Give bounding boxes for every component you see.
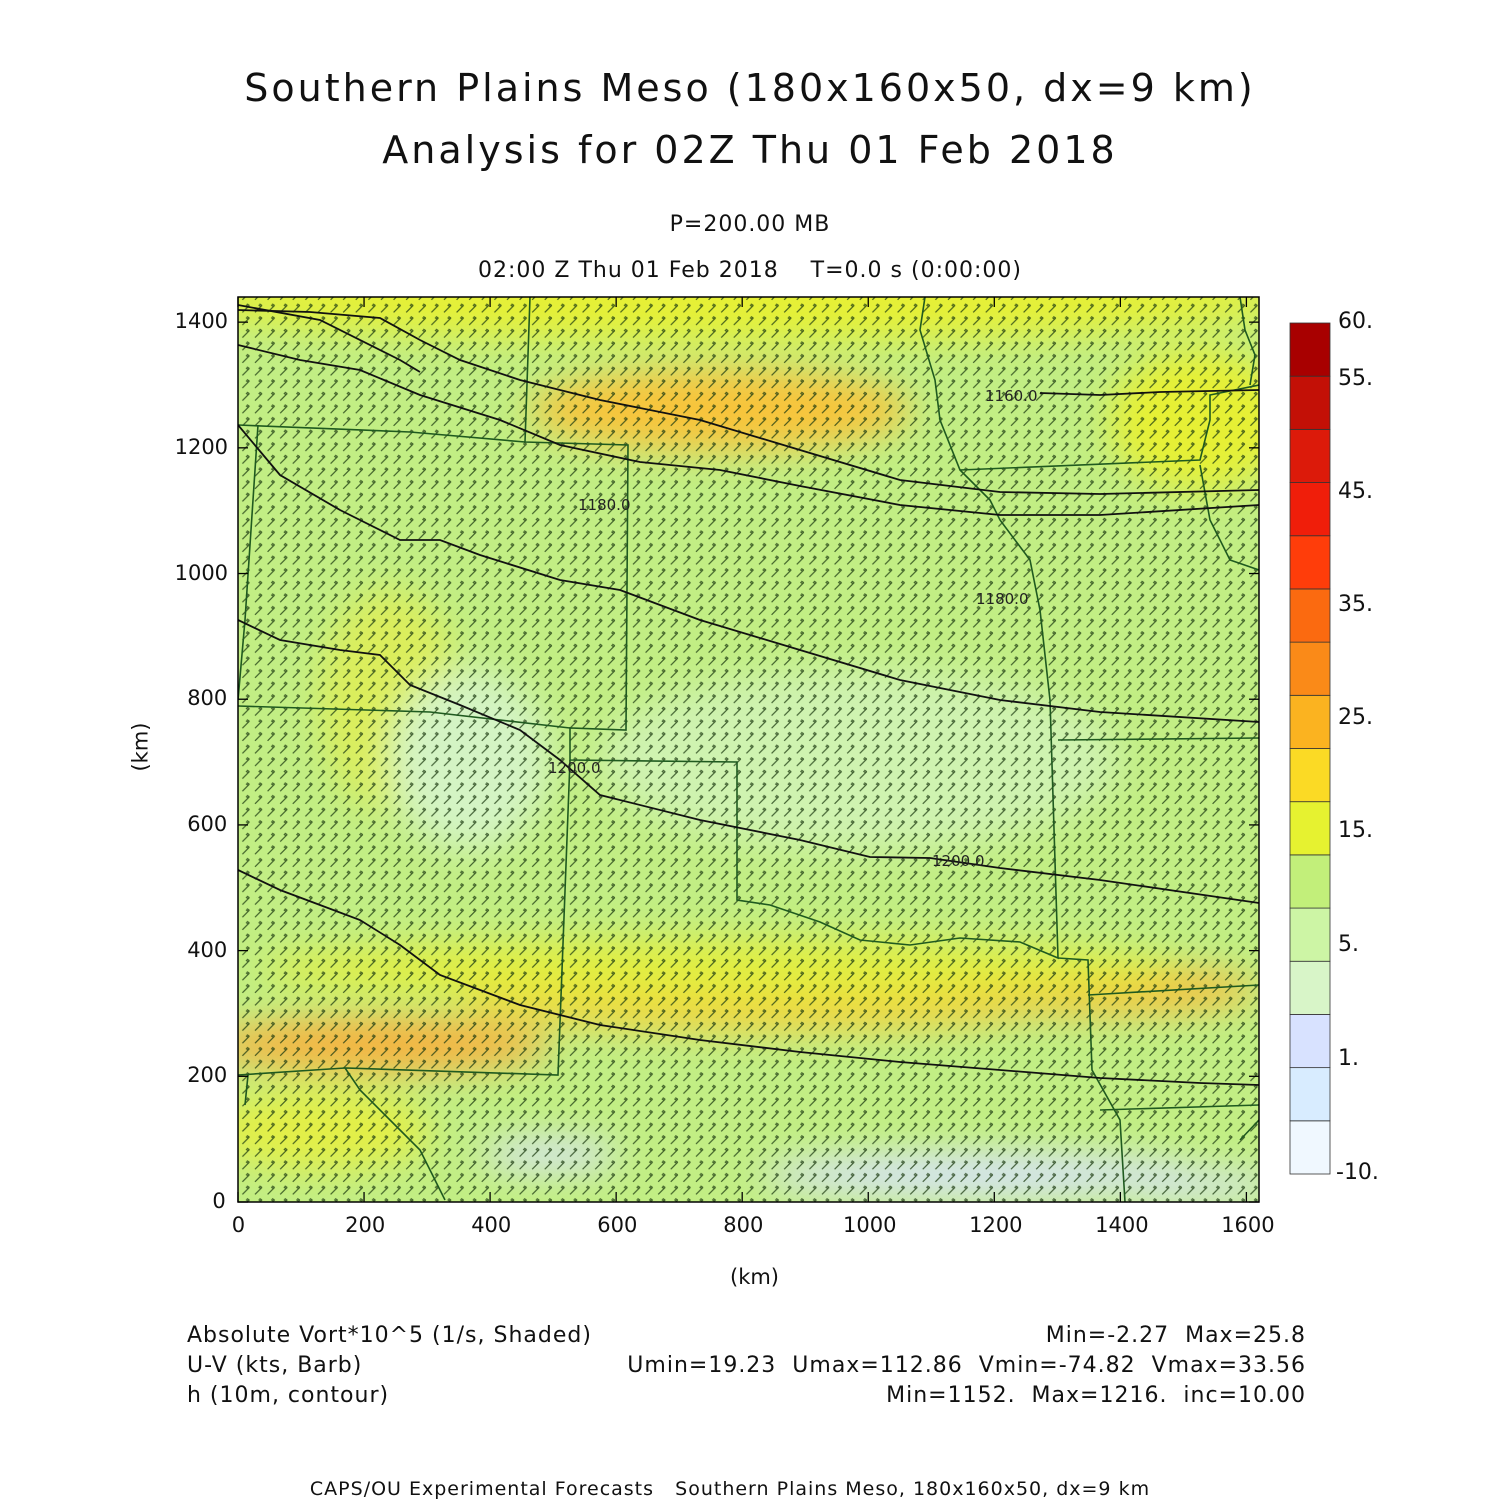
- x-axis-ticks: [237, 297, 1248, 1202]
- contour-label: 1180.0: [578, 496, 631, 514]
- legend-field3-stats: Min=1152. Max=1216. inc=10.00: [886, 1383, 1306, 1408]
- chart-title-line1: Southern Plains Meso (180x160x50, dx=9 k…: [244, 66, 1256, 110]
- colorbar-swatch: [1289, 694, 1331, 749]
- y-axis-ticks: [238, 321, 1259, 1203]
- footer-credit: CAPS/OU Experimental Forecasts Southern …: [309, 1478, 1151, 1500]
- x-tick-label: 1000: [843, 1213, 897, 1237]
- colorbar-label: 25.: [1338, 705, 1373, 730]
- y-tick-label: 1400: [174, 309, 229, 334]
- contour-label: 1180.0: [976, 590, 1029, 608]
- colorbar-swatch: [1289, 1067, 1331, 1122]
- contour-label: 1200.0: [548, 759, 601, 777]
- height-contours: [238, 304, 1259, 1086]
- chart-title-line2: Analysis for 02Z Thu 01 Feb 2018: [382, 128, 1118, 172]
- wind-barbs: [238, 297, 1259, 1202]
- legend-field2-stats: Umin=19.23 Umax=112.86 Vmin=-74.82 Vmax=…: [627, 1353, 1306, 1378]
- y-axis-label: (km): [128, 722, 153, 772]
- vorticity-shading: [238, 297, 1259, 1202]
- x-tick-label: 1400: [1095, 1213, 1149, 1237]
- colorbar-swatch: [1289, 322, 1331, 377]
- y-tick-label: 1200: [174, 434, 229, 459]
- colorbar-swatch: [1289, 854, 1331, 909]
- x-tick-label: 800: [723, 1213, 764, 1237]
- colorbar-label: 55.: [1338, 366, 1373, 391]
- state-borders: [238, 297, 1259, 1202]
- colorbar-swatch: [1289, 641, 1331, 696]
- colorbar: [1289, 322, 1331, 1175]
- colorbar-label: 5.: [1338, 932, 1359, 957]
- colorbar-swatch: [1289, 428, 1331, 483]
- colorbar-label: 15.: [1338, 818, 1373, 843]
- colorbar-label: 45.: [1338, 479, 1373, 504]
- colorbar-swatch: [1289, 482, 1331, 537]
- x-tick-label: 0: [231, 1213, 246, 1237]
- colorbar-label: 1.: [1338, 1046, 1359, 1071]
- legend-field1-stats: Min=-2.27 Max=25.8: [1045, 1323, 1306, 1348]
- x-tick-label: 400: [471, 1213, 512, 1237]
- colorbar-swatch: [1289, 588, 1331, 643]
- colorbar-label: -10.: [1336, 1160, 1379, 1185]
- y-tick-label: 200: [187, 1063, 228, 1088]
- colorbar-swatch: [1289, 375, 1331, 430]
- colorbar-swatch: [1289, 535, 1331, 590]
- colorbar-label: 35.: [1338, 592, 1373, 617]
- colorbar-swatch: [1289, 748, 1331, 803]
- valid-time-label: 02:00 Z Thu 01 Feb 2018 T=0.0 s (0:00:00…: [478, 258, 1022, 283]
- pressure-level-label: P=200.00 MB: [669, 212, 831, 237]
- colorbar-label: 60.: [1338, 309, 1373, 334]
- x-tick-label: 600: [597, 1213, 638, 1237]
- y-tick-label: 800: [187, 686, 228, 711]
- x-tick-label: 1200: [969, 1213, 1023, 1237]
- y-tick-label: 1000: [174, 560, 229, 585]
- colorbar-swatch: [1289, 801, 1331, 856]
- colorbar-swatch: [1289, 960, 1331, 1015]
- contour-label: 1200.0: [932, 852, 985, 870]
- legend-field2-name: U-V (kts, Barb): [187, 1353, 363, 1378]
- y-tick-label: 600: [187, 811, 228, 836]
- colorbar-swatch: [1289, 1014, 1331, 1069]
- x-tick-label: 200: [345, 1213, 386, 1237]
- contour-label: 1160.0: [985, 387, 1038, 405]
- x-axis-label: (km): [730, 1265, 780, 1289]
- y-tick-label: 0: [212, 1189, 226, 1213]
- colorbar-swatch: [1289, 1120, 1331, 1175]
- y-tick-label: 400: [187, 937, 228, 962]
- colorbar-swatch: [1289, 907, 1331, 962]
- legend-field1-name: Absolute Vort*10^5 (1/s, Shaded): [187, 1323, 592, 1348]
- plot-frame: [237, 296, 1260, 1203]
- legend-field3-name: h (10m, contour): [187, 1383, 390, 1408]
- x-tick-label: 1600: [1221, 1213, 1275, 1237]
